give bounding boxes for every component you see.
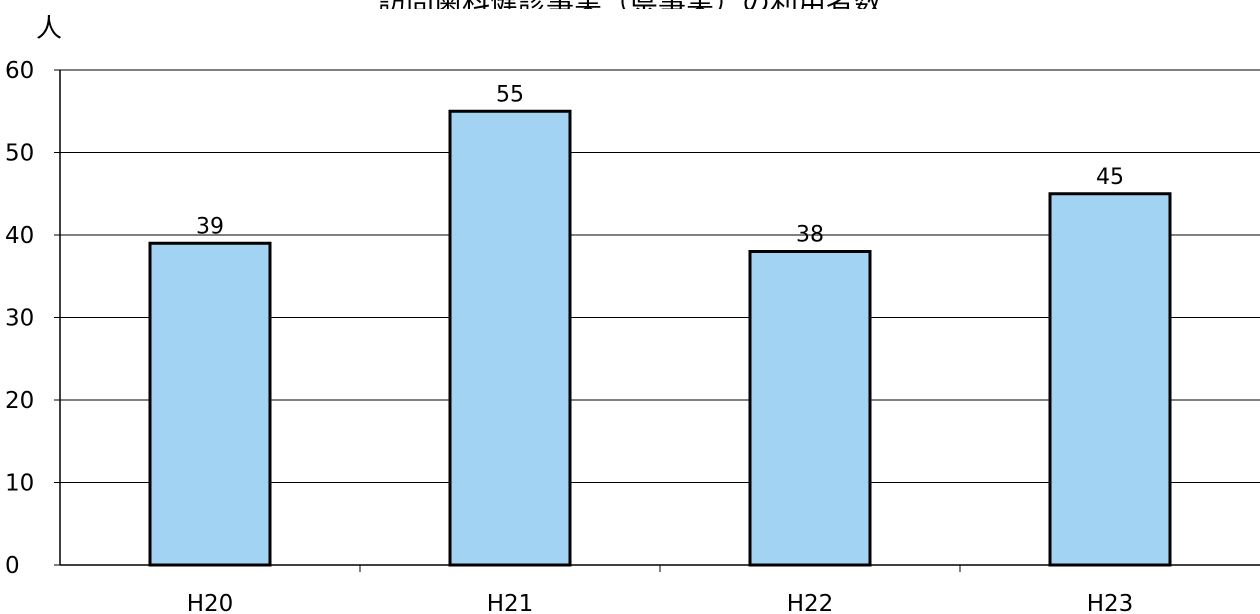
data-label-H20: 39 [196, 214, 224, 239]
x-tick-label-H20: H20 [187, 591, 234, 614]
chart-title-clip: 訪問歯科健診事業（県事業）の利用者数 [0, 0, 1260, 9]
bar-H20 [148, 241, 272, 567]
y-axis-label: 人 [36, 14, 63, 44]
chart-title: 訪問歯科健診事業（県事業）の利用者数 [0, 0, 1260, 9]
bar-H22 [748, 250, 872, 567]
data-label-H23: 45 [1096, 165, 1124, 190]
y-tick-label-0: 0 [5, 553, 20, 579]
x-tick-label-H22: H22 [787, 591, 834, 614]
x-tick-label-H21: H21 [487, 591, 534, 614]
data-label-H21: 55 [496, 82, 524, 107]
bar-H21 [448, 109, 572, 567]
x-tick-label-H23: H23 [1087, 591, 1134, 614]
y-tick-label-60: 60 [5, 58, 34, 84]
data-label-H22: 38 [796, 223, 824, 248]
y-tick-label-10: 10 [5, 471, 34, 497]
y-tick-label-20: 20 [5, 388, 34, 414]
y-tick-label-50: 50 [5, 141, 34, 167]
bar-H23 [1048, 192, 1172, 567]
y-tick-label-40: 40 [5, 223, 34, 249]
y-tick-label-30: 30 [5, 306, 34, 332]
